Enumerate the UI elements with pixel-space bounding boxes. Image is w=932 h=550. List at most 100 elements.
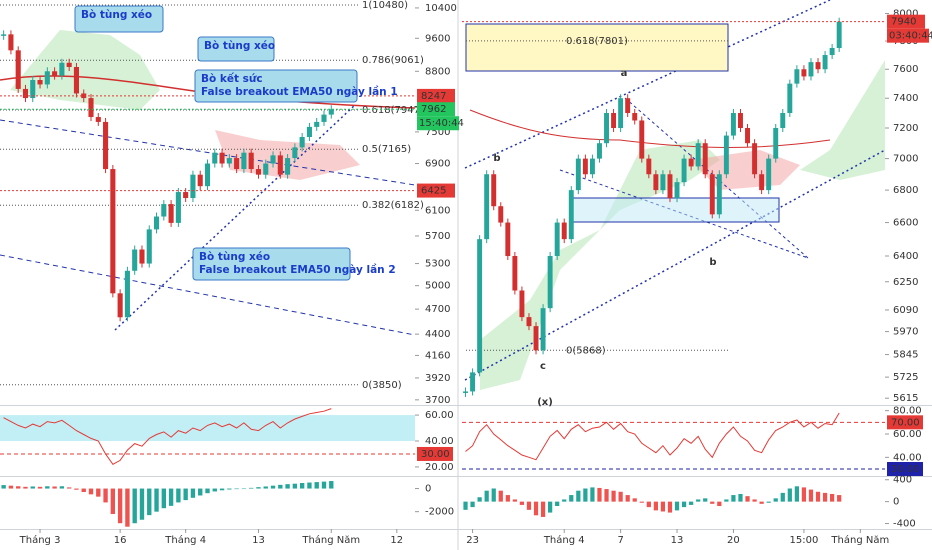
countdown: 15:40:44 xyxy=(419,118,464,129)
candle xyxy=(674,182,680,199)
candle xyxy=(30,80,36,99)
level-tag-label: 70.00 xyxy=(891,417,920,428)
annotation: Bò tùng xéo xyxy=(74,5,164,33)
candle xyxy=(730,113,736,136)
histogram-bar xyxy=(498,490,503,502)
y-tick-label: 60.00 xyxy=(893,429,922,440)
x-tick-label: 20 xyxy=(727,535,740,546)
candle xyxy=(117,293,123,318)
y-tick-label: 7500 xyxy=(425,127,450,138)
annotation-text: False breakout EMA50 ngày lần 1 xyxy=(201,86,398,98)
candle xyxy=(22,88,29,99)
candle xyxy=(618,98,624,128)
histogram-bar xyxy=(190,488,196,498)
histogram-bar xyxy=(292,483,298,489)
candle xyxy=(716,174,722,215)
annotation-text: Bò kết sức xyxy=(201,72,263,85)
y-tick-label: 3700 xyxy=(425,395,450,406)
price-tag-label: 7940 xyxy=(891,17,916,28)
x-tick-label: 13 xyxy=(252,535,265,546)
y-tick-label: -400 xyxy=(893,519,916,530)
y-tick-label: 5725 xyxy=(893,372,918,383)
candle xyxy=(110,169,116,294)
y-tick-label: 6600 xyxy=(893,218,918,229)
histogram-bar xyxy=(766,501,771,503)
candle xyxy=(829,48,835,56)
candle xyxy=(836,21,842,49)
candle xyxy=(212,152,218,164)
annotation-text: Bò tùng xéo xyxy=(204,40,275,52)
candle xyxy=(234,158,240,170)
histogram-bar xyxy=(660,501,666,512)
candle xyxy=(15,50,21,89)
y-tick-label: 6090 xyxy=(893,305,918,316)
fib-label: 0.382(6182) xyxy=(362,200,424,211)
annotation-text: Bò tùng xéo xyxy=(81,9,152,21)
histogram-bar xyxy=(597,487,602,502)
countdown: 03:40:44 xyxy=(889,31,932,42)
y-tick-label: 20.00 xyxy=(425,462,454,473)
candle xyxy=(611,113,617,128)
histogram-bar xyxy=(639,501,644,503)
candle xyxy=(183,192,189,199)
wave-label: c xyxy=(540,361,546,372)
candle xyxy=(139,249,145,264)
candle xyxy=(8,34,14,51)
annotation-text: False breakout EMA50 ngày lần 2 xyxy=(199,264,396,276)
histogram-bar xyxy=(540,501,546,517)
level-tag xyxy=(887,462,923,476)
histogram-bar xyxy=(307,482,312,489)
histogram-bar xyxy=(583,488,588,502)
y-tick-label: 8800 xyxy=(425,66,450,77)
candle xyxy=(540,308,546,351)
x-tick-label: 7 xyxy=(617,535,623,546)
wave-label: a xyxy=(621,68,628,79)
candle xyxy=(1,34,7,36)
candle xyxy=(44,71,50,85)
y-tick-label: 7000 xyxy=(893,154,918,165)
candle xyxy=(667,174,673,199)
price-tag xyxy=(887,14,925,29)
histogram-bar xyxy=(463,501,468,510)
candle xyxy=(554,222,560,256)
histogram-bar xyxy=(8,485,14,489)
candle xyxy=(597,143,602,159)
candle xyxy=(625,98,631,114)
candle xyxy=(808,62,814,77)
x-tick-label: 15:00 xyxy=(790,535,819,546)
y-tick-label: 9600 xyxy=(425,33,450,44)
histogram-bar xyxy=(205,488,210,494)
candle xyxy=(190,174,196,199)
candle xyxy=(321,114,327,122)
histogram-bar xyxy=(808,489,814,502)
histogram-bar xyxy=(249,487,254,489)
candle xyxy=(681,158,687,183)
histogram-bar xyxy=(30,486,35,489)
price-tag-label: 8247 xyxy=(421,91,446,102)
histogram-bar xyxy=(752,499,757,502)
annotation-box xyxy=(194,69,358,103)
rsi-line xyxy=(3,408,332,465)
histogram-bar xyxy=(470,501,475,508)
wave-label: b xyxy=(709,257,716,268)
y-tick-label: 400 xyxy=(893,475,912,486)
y-tick-label: 7400 xyxy=(893,93,918,104)
candle xyxy=(766,158,772,191)
candle xyxy=(519,290,525,318)
candle xyxy=(632,113,638,121)
level-tag-label: 30.00 xyxy=(891,464,920,475)
candle xyxy=(73,67,79,94)
histogram-bar xyxy=(66,487,72,489)
y-tick-label: 5845 xyxy=(893,350,918,361)
histogram-bar xyxy=(256,487,261,489)
y-tick-label: 6250 xyxy=(893,277,918,288)
histogram-bar xyxy=(717,501,722,507)
candle xyxy=(52,71,58,76)
histogram-bar xyxy=(270,485,276,489)
y-tick-label: 40.00 xyxy=(425,436,454,447)
histogram-bar xyxy=(299,483,305,489)
y-tick-label: 40.00 xyxy=(893,452,922,463)
histogram-bar xyxy=(681,501,687,508)
candle xyxy=(248,152,254,170)
